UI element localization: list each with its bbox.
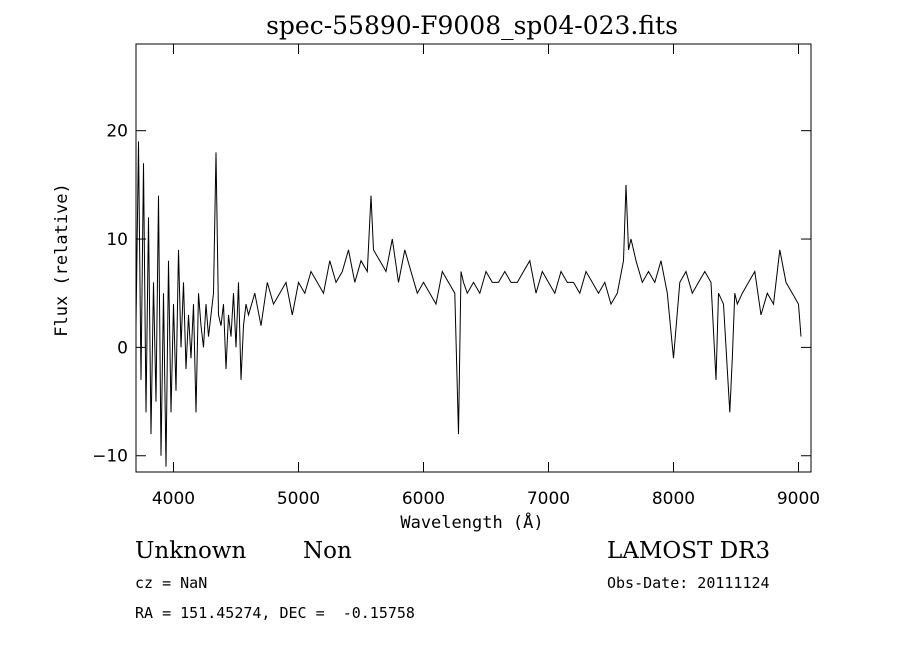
chart-title: spec-55890-F9008_sp04-023.fits [266, 11, 678, 40]
x-axis-label: Wavelength (Å) [400, 511, 543, 533]
class-label: Unknown [135, 538, 247, 564]
y-tick-label: 20 [106, 122, 128, 142]
x-tick-label: 9000 [777, 489, 820, 509]
obs-date-label: Obs-Date: 20111124 [607, 574, 770, 592]
y-tick-label: 10 [106, 230, 128, 250]
x-axis-ticks: 4000 5000 6000 7000 8000 9000 [152, 44, 820, 509]
y-tick-label: −10 [92, 447, 128, 467]
y-tick-label: 0 [117, 338, 128, 358]
plot-frame [135, 43, 812, 473]
x-tick-label: 6000 [402, 489, 445, 509]
x-tick-label: 4000 [152, 489, 195, 509]
spectrum-line [136, 141, 802, 467]
y-axis-ticks: −10 0 10 20 [92, 122, 811, 467]
x-tick-label: 7000 [527, 489, 570, 509]
x-tick-label: 5000 [277, 489, 320, 509]
survey-label: LAMOST DR3 [607, 538, 771, 564]
y-axis-label: Flux (relative) [52, 183, 72, 337]
subclass-label: Non [303, 538, 352, 564]
x-tick-label: 8000 [652, 489, 695, 509]
cz-label: cz = NaN [135, 574, 208, 592]
coords-label: RA = 151.45274, DEC = -0.15758 [135, 604, 415, 622]
